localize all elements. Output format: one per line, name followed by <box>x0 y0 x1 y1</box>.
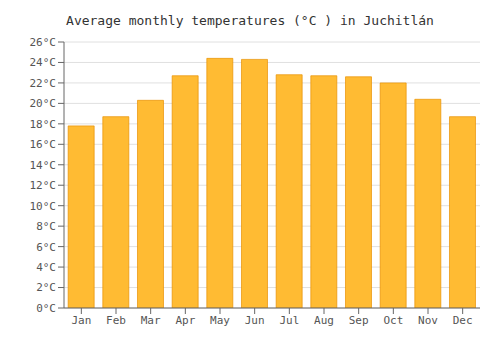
svg-text:Sep: Sep <box>349 314 369 327</box>
svg-text:Jul: Jul <box>279 314 299 327</box>
svg-text:Oct: Oct <box>383 314 403 327</box>
svg-text:24°C: 24°C <box>30 56 57 69</box>
svg-text:20°C: 20°C <box>30 97 57 110</box>
svg-text:26°C: 26°C <box>30 36 57 49</box>
svg-text:Jan: Jan <box>71 314 91 327</box>
svg-text:Jun: Jun <box>245 314 265 327</box>
html-text:Average monthly temperatures (: Average monthly temperatures (°C ) in Ju… <box>66 13 434 28</box>
svg-text:Mar: Mar <box>141 314 161 327</box>
svg-text:8°C: 8°C <box>36 220 56 233</box>
svg-text:2°C: 2°C <box>36 281 56 294</box>
svg-text:Feb: Feb <box>106 314 126 327</box>
svg-text:Dec: Dec <box>453 314 473 327</box>
svg-text:12°C: 12°C <box>30 179 57 192</box>
svg-text:0°C: 0°C <box>36 302 56 315</box>
svg-text:14°C: 14°C <box>30 159 57 172</box>
svg-text:16°C: 16°C <box>30 138 57 151</box>
svg-text:Apr: Apr <box>175 314 195 327</box>
svg-text:May: May <box>210 314 230 327</box>
svg-text:10°C: 10°C <box>30 200 57 213</box>
svg-text:4°C: 4°C <box>36 261 56 274</box>
svg-text:Nov: Nov <box>418 314 438 327</box>
svg-text:18°C: 18°C <box>30 118 57 131</box>
svg-text:22°C: 22°C <box>30 77 57 90</box>
svg-text:Aug: Aug <box>314 314 334 327</box>
svg-text:6°C: 6°C <box>36 241 56 254</box>
